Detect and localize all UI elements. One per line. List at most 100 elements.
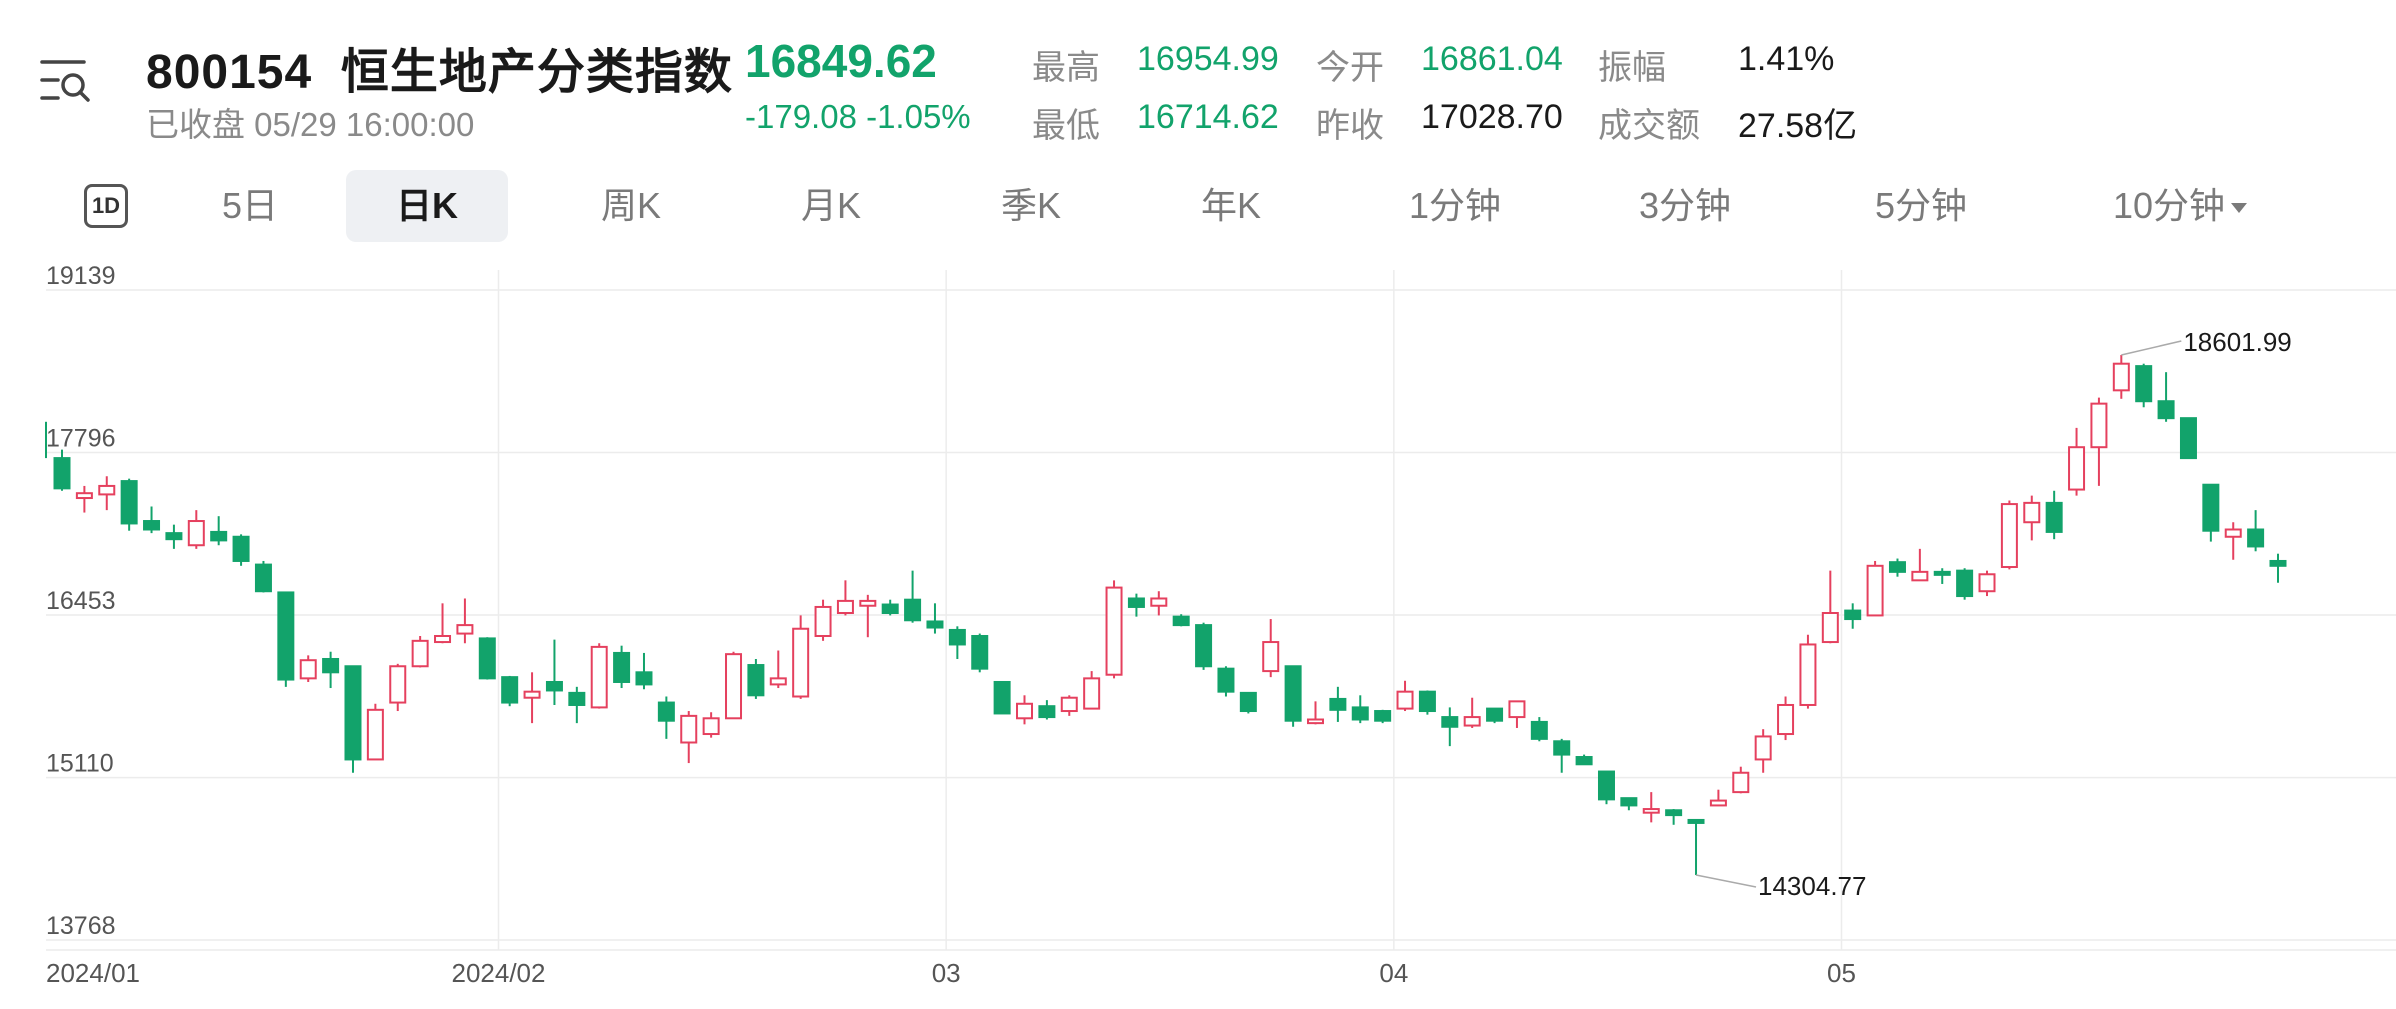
candle-up xyxy=(590,645,608,709)
x-tick-label: 03 xyxy=(932,958,961,988)
low-annotation-line xyxy=(1695,874,1757,888)
candle-up xyxy=(389,665,407,704)
candle-up xyxy=(299,659,317,680)
stat-turnover-label: 成交额 xyxy=(1598,107,1700,145)
candle-up xyxy=(1463,716,1481,727)
candle-up xyxy=(1060,696,1078,713)
chevron-down-icon xyxy=(2231,203,2248,214)
candle-down xyxy=(904,598,922,622)
candle-up xyxy=(1642,808,1660,814)
candle-up xyxy=(1866,564,1884,617)
candle-down xyxy=(501,676,519,704)
stat-high-label: 最高 xyxy=(1032,49,1100,87)
candle-up xyxy=(792,627,810,698)
candle-up xyxy=(1396,690,1414,710)
candle-up xyxy=(1821,612,1839,644)
candle-up xyxy=(2000,503,2018,569)
candle-up xyxy=(2068,446,2086,491)
candle-down xyxy=(1239,691,1257,713)
candle-down xyxy=(1127,597,1145,608)
candle-up xyxy=(859,599,877,607)
candle-down xyxy=(1418,690,1436,713)
tab-quarterly-k[interactable]: 季K xyxy=(1000,185,1061,226)
candle-down xyxy=(993,680,1011,715)
candle-down xyxy=(881,603,899,615)
candle-down xyxy=(1195,624,1213,668)
market-status: 已收盘 05/29 16:00:00 xyxy=(146,106,475,143)
candle-down xyxy=(2045,501,2063,533)
tab-1min[interactable]: 1分钟 xyxy=(1408,185,1502,226)
candle-up xyxy=(523,690,541,699)
candle-down xyxy=(2269,559,2287,567)
y-tick-label: 13768 xyxy=(46,912,116,940)
candle-up xyxy=(2224,528,2242,538)
candle-up xyxy=(1016,702,1034,720)
stat-turnover-value: 27.58亿 xyxy=(1738,107,1858,145)
candle-down xyxy=(1687,818,1705,824)
candle-down xyxy=(635,671,653,686)
candle-down xyxy=(277,591,295,681)
candle-down xyxy=(1933,570,1951,576)
candle-down xyxy=(568,691,586,706)
low-annotation-label: 14304.77 xyxy=(1758,871,1866,901)
high-annotation-label: 18601.99 xyxy=(2183,327,2291,357)
tab-10min-dropdown[interactable]: 10分钟 xyxy=(2100,170,2260,242)
menu-search-icon[interactable] xyxy=(40,58,92,102)
candle-down xyxy=(322,657,340,674)
candle-down xyxy=(1597,770,1615,801)
candle-up xyxy=(1306,718,1324,725)
candle-down xyxy=(2135,365,2153,403)
candle-down xyxy=(143,520,161,531)
candle-up xyxy=(187,520,205,547)
candle-up xyxy=(725,653,743,720)
stat-low-label: 最低 xyxy=(1032,107,1100,145)
candle-down xyxy=(2157,400,2175,420)
candle-down xyxy=(1329,697,1347,711)
candle-down xyxy=(1441,716,1459,728)
tab-5day[interactable]: 5日 xyxy=(221,185,279,226)
tab-3min[interactable]: 3分钟 xyxy=(1638,185,1732,226)
candle-down xyxy=(2202,483,2220,532)
candle-up xyxy=(366,708,384,761)
candle-up xyxy=(769,677,787,686)
candle-down xyxy=(165,532,183,541)
tab-daily-k[interactable]: 日K xyxy=(346,170,508,242)
candle-down xyxy=(657,701,675,722)
candle-up xyxy=(1508,700,1526,719)
candle-up xyxy=(1777,703,1795,736)
tab-weekly-k[interactable]: 周K xyxy=(600,185,661,226)
tab-5min[interactable]: 5分钟 xyxy=(1874,185,1968,226)
candle-down xyxy=(545,680,563,692)
candle-down xyxy=(613,651,631,683)
candle-up xyxy=(836,599,854,615)
candle-up xyxy=(1754,735,1772,761)
x-tick-label: 05 xyxy=(1827,958,1856,988)
stat-prev-close-value: 17028.70 xyxy=(1421,98,1563,136)
candle-down xyxy=(1888,561,1906,573)
candle-up xyxy=(680,714,698,744)
candle-down xyxy=(344,665,362,761)
x-tick-label: 2024/02 xyxy=(451,958,545,988)
candle-down xyxy=(2179,417,2197,460)
candle-down xyxy=(1620,797,1638,807)
stat-low-value: 16714.62 xyxy=(1137,98,1279,136)
candle-down xyxy=(1530,720,1548,740)
tab-yearly-k[interactable]: 年K xyxy=(1200,185,1261,226)
candle-up xyxy=(2090,402,2108,449)
tab-1d-icon[interactable]: 1D xyxy=(84,184,128,228)
period-tabs: 1D 5日 日K 周K 月K 季K 年K 1分钟 3分钟 5分钟 10分钟 xyxy=(0,170,2396,246)
last-price: 16849.62 xyxy=(745,35,937,87)
index-title: 800154 恒生地产分类指数 xyxy=(146,32,733,102)
candle-up xyxy=(1799,643,1817,706)
candle-down xyxy=(1374,710,1392,722)
candle-down xyxy=(120,480,138,525)
candle-up xyxy=(2112,362,2130,392)
candle-up xyxy=(1732,771,1750,794)
candle-down xyxy=(1575,756,1593,766)
candlestick-chart[interactable]: 19139 17796 16453 15110 13768 2024/01 2024/02 0… xyxy=(0,260,2396,1009)
candle-up xyxy=(456,624,474,635)
candle-down xyxy=(1844,609,1862,621)
tab-monthly-k[interactable]: 月K xyxy=(800,185,861,226)
candle-up xyxy=(1083,677,1101,710)
candle-down xyxy=(926,620,944,629)
